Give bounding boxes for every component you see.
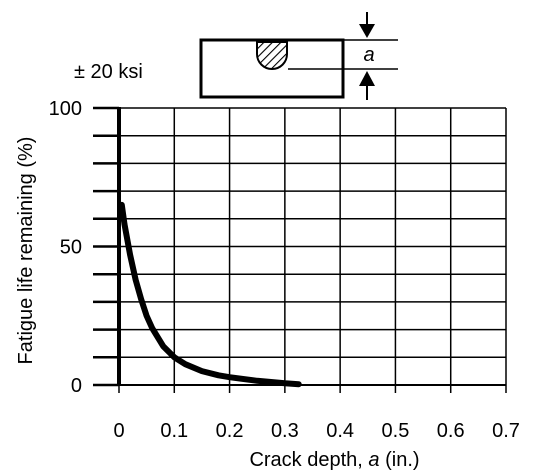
y-tick-label: 50: [60, 237, 82, 259]
x-tick-label: 0.1: [160, 420, 188, 442]
x-tick-label: 0.5: [382, 420, 410, 442]
y-tick-label: 100: [49, 98, 82, 120]
stress-label: ± 20 ksi: [74, 61, 143, 83]
x-tick-label: 0: [113, 420, 124, 442]
grid: [119, 107, 507, 385]
x-tick-label: 0.2: [216, 420, 244, 442]
specimen-diagram: a ± 20 ksi: [74, 12, 398, 100]
x-tick-label: 0.3: [271, 420, 299, 442]
x-tick-label: 0.4: [326, 420, 354, 442]
x-axis-title-variable: a: [368, 449, 379, 471]
dimension-arrow-bottom-icon: [359, 71, 375, 86]
crack-region: [256, 41, 288, 70]
dimension-label: a: [363, 44, 374, 66]
y-tick-label: 0: [71, 375, 82, 397]
x-tick-label: 0.7: [492, 420, 520, 442]
x-axis-title-prefix: Crack depth,: [249, 449, 368, 471]
fatigue-curve: [118, 201, 302, 388]
dimension-arrow-top-icon: [359, 24, 375, 38]
x-tick-label: 0.6: [437, 420, 465, 442]
y-axis-title: Fatigue life remaining (%): [15, 137, 37, 365]
series: [118, 201, 302, 388]
axes: [93, 106, 507, 393]
x-axis-title-suffix: (in.): [380, 449, 420, 471]
x-axis-title: Crack depth, a (in.): [249, 449, 419, 471]
tick-labels: 0 0.1 0.2 0.3 0.4 0.5 0.6 0.7 0 50 100: [49, 98, 520, 442]
